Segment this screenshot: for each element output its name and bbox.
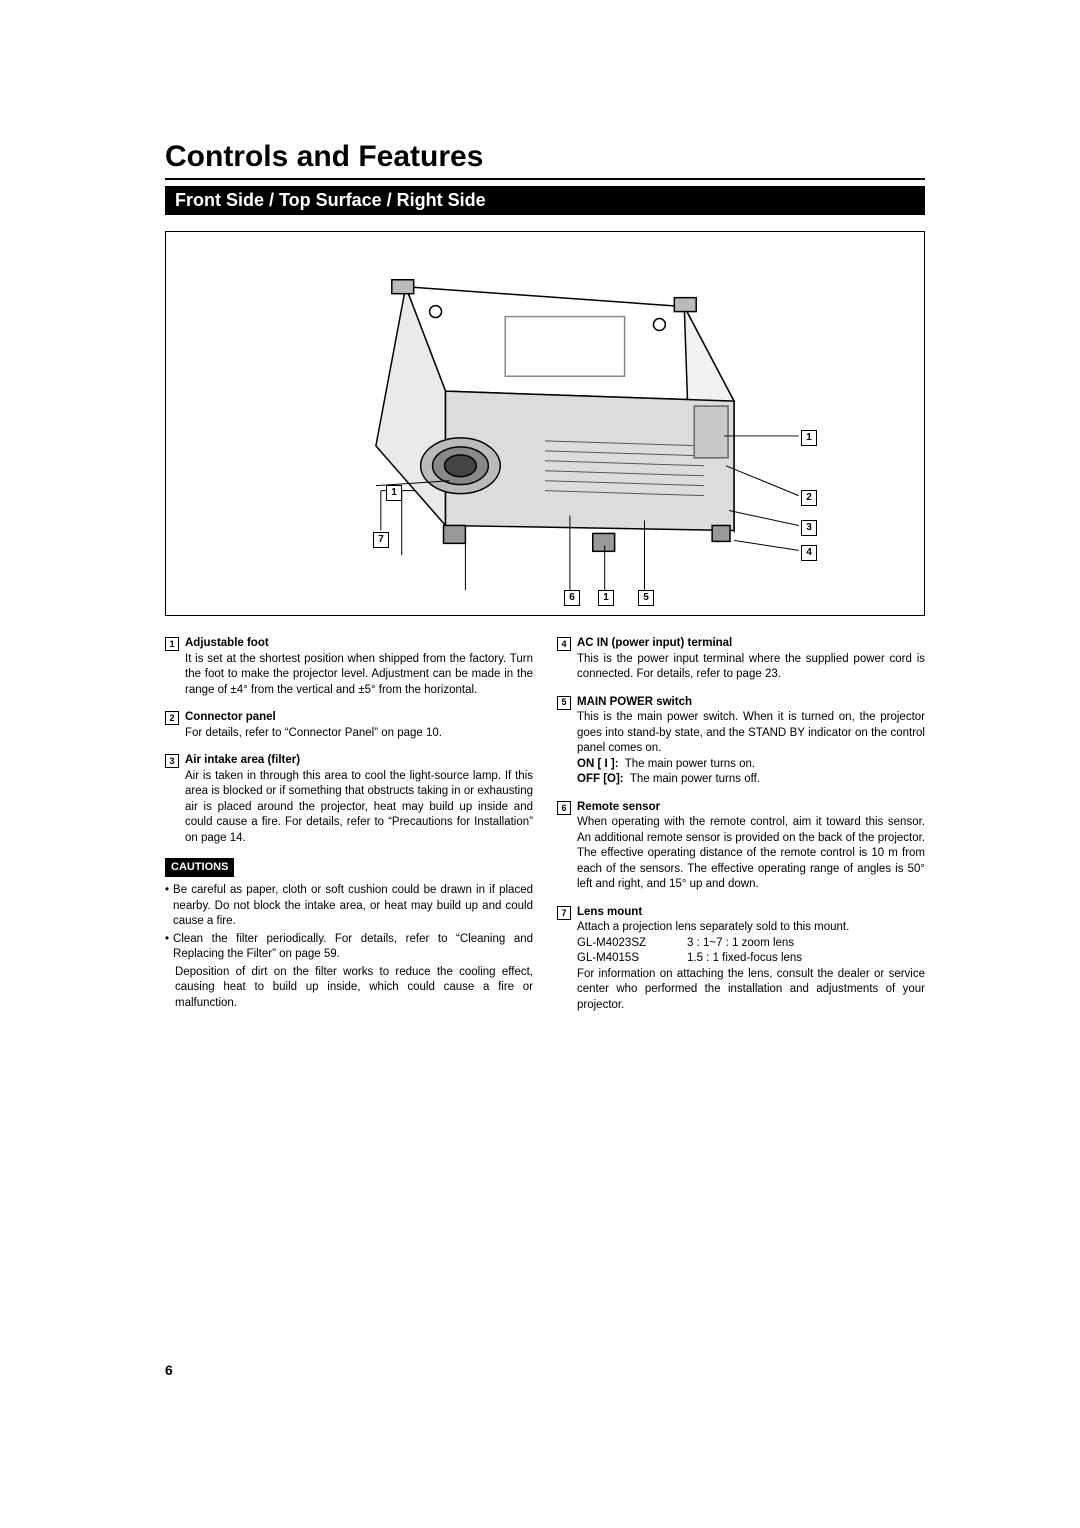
num-5: 5 <box>557 696 571 710</box>
on-label: ON [ I ]: <box>577 758 619 770</box>
cautions-list: • Be careful as paper, cloth or soft cus… <box>165 883 533 1011</box>
right-column: 4 AC IN (power input) terminal This is t… <box>557 636 925 1025</box>
body-air-intake: Air is taken in through this area to coo… <box>185 769 533 847</box>
lens-note: For information on attaching the lens, c… <box>577 967 925 1014</box>
description-columns: 1 Adjustable foot It is set at the short… <box>165 636 925 1025</box>
num-4: 4 <box>557 637 571 651</box>
item-lens-mount: 7 Lens mount Attach a projection lens se… <box>557 905 925 1014</box>
callout-3: 3 <box>801 520 817 536</box>
main-power-desc: This is the main power switch. When it i… <box>577 710 925 757</box>
callout-1-bottom: 1 <box>598 590 614 606</box>
bullet-dot: • <box>165 932 169 963</box>
lens1-spec: 3 : 1~7 : 1 zoom lens <box>687 936 794 952</box>
num-3: 3 <box>165 754 179 768</box>
body-ac-in: This is the power input terminal where t… <box>577 652 925 683</box>
page-title: Controls and Features <box>165 140 925 180</box>
body-main-power: This is the main power switch. When it i… <box>577 710 925 788</box>
bullet-dot: • <box>165 883 169 930</box>
title-adjustable-foot: Adjustable foot <box>185 636 269 652</box>
item-air-intake: 3 Air intake area (filter) Air is taken … <box>165 753 533 846</box>
off-text: The main power turns off. <box>630 773 760 785</box>
cautions-label: CAUTIONS <box>165 858 234 877</box>
callout-1-left: 1 <box>386 485 402 501</box>
section-header: Front Side / Top Surface / Right Side <box>165 186 925 215</box>
lens-row-1: GL-M4023SZ 3 : 1~7 : 1 zoom lens <box>577 936 925 952</box>
callout-4: 4 <box>801 545 817 561</box>
body-connector-panel: For details, refer to “Connector Panel” … <box>185 726 533 742</box>
item-adjustable-foot: 1 Adjustable foot It is set at the short… <box>165 636 533 698</box>
item-main-power: 5 MAIN POWER switch This is the main pow… <box>557 695 925 788</box>
callout-5: 5 <box>638 590 654 606</box>
lens-row-2: GL-M4015S 1.5 : 1 fixed-focus lens <box>577 951 925 967</box>
page-number: 6 <box>165 1362 173 1378</box>
num-1: 1 <box>165 637 179 651</box>
item-remote-sensor: 6 Remote sensor When operating with the … <box>557 800 925 893</box>
caution-bullet-1: • Be careful as paper, cloth or soft cus… <box>165 883 533 930</box>
item-connector-panel: 2 Connector panel For details, refer to … <box>165 710 533 741</box>
projector-diagram: 1 7 6 1 5 1 2 3 4 <box>165 231 925 616</box>
off-row: OFF [O]: The main power turns off. <box>577 772 925 788</box>
callout-2: 2 <box>801 490 817 506</box>
item-ac-in: 4 AC IN (power input) terminal This is t… <box>557 636 925 683</box>
off-label: OFF [O]: <box>577 773 624 785</box>
lens2-model: GL-M4015S <box>577 951 687 967</box>
title-main-power: MAIN POWER switch <box>577 695 692 711</box>
left-column: 1 Adjustable foot It is set at the short… <box>165 636 533 1025</box>
num-7: 7 <box>557 906 571 920</box>
title-air-intake: Air intake area (filter) <box>185 753 300 769</box>
caution-1-text: Be careful as paper, cloth or soft cushi… <box>173 883 533 930</box>
title-ac-in: AC IN (power input) terminal <box>577 636 732 652</box>
on-text: The main power turns on. <box>625 758 755 770</box>
title-remote-sensor: Remote sensor <box>577 800 660 816</box>
lens-intro: Attach a projection lens separately sold… <box>577 920 925 936</box>
num-6: 6 <box>557 801 571 815</box>
caution-2-text: Clean the filter periodically. For detai… <box>173 932 533 963</box>
callout-1-right: 1 <box>801 430 817 446</box>
callout-6: 6 <box>564 590 580 606</box>
callout-7: 7 <box>373 532 389 548</box>
body-remote-sensor: When operating with the remote control, … <box>577 815 925 893</box>
title-connector-panel: Connector panel <box>185 710 276 726</box>
body-lens-mount: Attach a projection lens separately sold… <box>577 920 925 1013</box>
lens2-spec: 1.5 : 1 fixed-focus lens <box>687 951 802 967</box>
caution-2b-text: Deposition of dirt on the filter works t… <box>175 965 533 1012</box>
manual-page: Controls and Features Front Side / Top S… <box>165 0 925 1025</box>
caution-bullet-2: • Clean the filter periodically. For det… <box>165 932 533 963</box>
lens1-model: GL-M4023SZ <box>577 936 687 952</box>
title-lens-mount: Lens mount <box>577 905 642 921</box>
body-adjustable-foot: It is set at the shortest position when … <box>185 652 533 699</box>
num-2: 2 <box>165 711 179 725</box>
on-row: ON [ I ]: The main power turns on. <box>577 757 925 773</box>
